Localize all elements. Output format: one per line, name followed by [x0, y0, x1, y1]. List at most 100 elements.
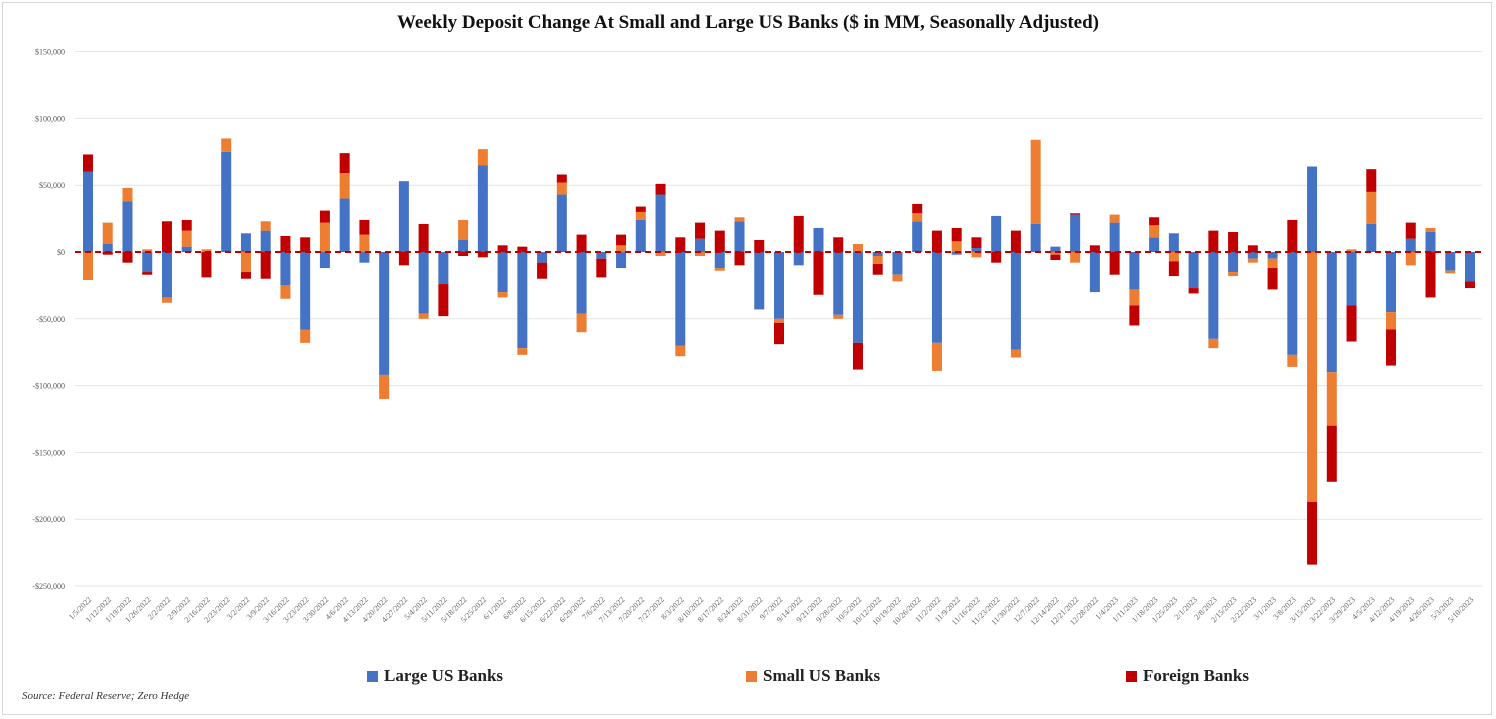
bar-foreign — [142, 272, 153, 275]
bar-foreign — [260, 252, 271, 279]
bar-small — [300, 329, 311, 343]
bar-foreign — [1307, 501, 1318, 565]
bar-large — [813, 227, 824, 252]
bar-large — [398, 181, 409, 252]
bar-large — [1129, 252, 1140, 290]
bar-foreign — [1050, 254, 1061, 261]
bar-foreign — [240, 272, 251, 279]
y-tick-label: -$200,000 — [32, 515, 65, 524]
bar-large — [1346, 252, 1357, 306]
bar-foreign — [695, 222, 706, 239]
bar-foreign — [83, 154, 93, 172]
legend-swatch-foreign — [1126, 670, 1137, 682]
bar-large — [991, 215, 1002, 252]
bar-foreign — [122, 252, 133, 263]
bar-foreign — [438, 284, 449, 317]
bar-large — [596, 252, 607, 259]
bar-small — [142, 249, 153, 252]
bar-foreign — [359, 219, 370, 235]
legend-item-foreign: Foreign Banks — [1126, 666, 1249, 686]
bar-foreign — [1287, 219, 1298, 252]
y-tick-label: -$250,000 — [32, 582, 65, 591]
bar-foreign — [1109, 252, 1120, 275]
bar-foreign — [971, 237, 982, 248]
y-tick-label: $150,000 — [35, 48, 65, 57]
bar-foreign — [556, 174, 567, 183]
bar-foreign — [201, 252, 212, 278]
bar-small — [616, 245, 627, 252]
bar-foreign — [398, 252, 409, 266]
bar-small — [83, 252, 93, 281]
bar-large — [1168, 233, 1179, 252]
y-tick-label: -$150,000 — [32, 448, 65, 457]
bar-small — [734, 217, 745, 222]
bar-small — [675, 345, 686, 357]
bar-foreign — [833, 237, 844, 252]
bar-large — [1010, 252, 1021, 350]
bar-small — [971, 252, 982, 258]
bar-large — [122, 201, 133, 252]
bar-large — [1030, 223, 1041, 252]
bar-large — [359, 252, 370, 263]
bar-small — [477, 149, 488, 166]
bar-small — [872, 256, 883, 265]
bar-foreign — [635, 206, 646, 212]
bar-large — [714, 252, 725, 269]
bar-large — [1050, 246, 1061, 252]
bar-large — [537, 252, 548, 263]
y-tick-label: $100,000 — [35, 114, 65, 123]
bar-large — [142, 252, 153, 273]
legend-item-small: Small US Banks — [746, 666, 880, 686]
bar-large — [1188, 252, 1199, 289]
bar-foreign — [1168, 261, 1179, 277]
bar-foreign — [1010, 230, 1021, 252]
bar-large — [1445, 252, 1456, 271]
bar-foreign — [1465, 281, 1475, 289]
bar-large — [221, 151, 232, 252]
bar-small — [556, 182, 567, 195]
bar-foreign — [1208, 230, 1219, 252]
bar-small — [1425, 227, 1436, 232]
bar-small — [1307, 252, 1318, 502]
bar-large — [616, 252, 627, 269]
bar-small — [774, 318, 784, 323]
bar-small — [951, 241, 962, 252]
bar-foreign — [714, 230, 725, 252]
bar-foreign — [616, 234, 627, 246]
bar-small — [852, 243, 863, 252]
bar-foreign — [1089, 245, 1100, 252]
bar-foreign — [1346, 305, 1357, 342]
bar-small — [517, 348, 528, 355]
bar-foreign — [912, 203, 923, 214]
bar-foreign — [339, 153, 350, 174]
bar-foreign — [1188, 288, 1199, 294]
bar-foreign — [1405, 222, 1416, 239]
legend-item-large: Large US Banks — [367, 666, 503, 686]
y-tick-label: -$50,000 — [36, 315, 65, 324]
bar-small — [1070, 252, 1081, 263]
bar-foreign — [675, 237, 686, 252]
bar-small — [1267, 258, 1278, 269]
bar-large — [517, 252, 528, 349]
bar-large — [1465, 252, 1475, 282]
bar-large — [458, 239, 469, 252]
y-tick-label: $50,000 — [39, 181, 65, 190]
bar-large — [379, 252, 390, 375]
bar-large — [675, 252, 686, 346]
bar-small — [1208, 338, 1219, 349]
legend-label-foreign: Foreign Banks — [1143, 666, 1249, 685]
bar-small — [833, 314, 844, 319]
bar-small — [695, 252, 706, 257]
bar-small — [1149, 225, 1160, 238]
legend-swatch-large — [367, 670, 378, 682]
bar-foreign — [951, 227, 962, 242]
bar-large — [300, 252, 311, 330]
bar-foreign — [793, 215, 804, 252]
bar-foreign — [872, 264, 883, 275]
bar-large — [734, 221, 745, 252]
bar-foreign — [477, 252, 488, 258]
bar-foreign — [1070, 213, 1081, 215]
bar-large — [556, 194, 567, 252]
bar-foreign — [517, 246, 528, 252]
